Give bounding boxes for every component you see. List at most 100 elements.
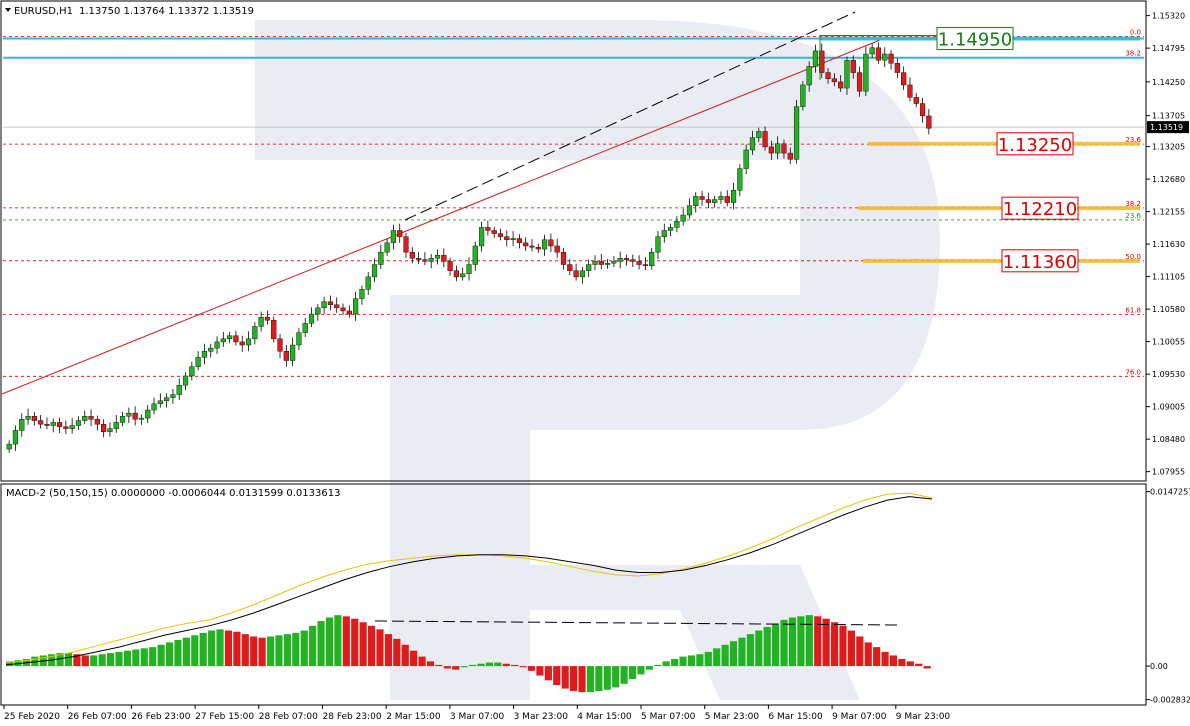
candle bbox=[359, 289, 365, 299]
candle bbox=[504, 236, 510, 240]
macd-histogram-bar bbox=[645, 666, 653, 670]
macd-histogram-bar bbox=[797, 616, 805, 667]
candle bbox=[686, 205, 693, 216]
candle bbox=[113, 422, 119, 429]
candle bbox=[365, 276, 371, 290]
macd-histogram-bar bbox=[115, 651, 123, 667]
time-tick-label: 9 Mar 07:00 bbox=[832, 712, 887, 722]
macd-histogram-bar bbox=[73, 654, 81, 667]
fib-label: 61.8 bbox=[1125, 306, 1141, 314]
macd-histogram-bar bbox=[856, 636, 864, 667]
candle bbox=[926, 115, 932, 129]
macd-histogram-bar bbox=[561, 666, 569, 689]
candle bbox=[516, 238, 522, 244]
macd-histogram-bar bbox=[107, 653, 115, 667]
macd-signal-line bbox=[5, 492, 933, 664]
candle bbox=[655, 236, 661, 253]
chevron-down-icon[interactable] bbox=[5, 8, 11, 12]
macd-histogram-bar bbox=[915, 663, 923, 667]
candle bbox=[888, 53, 894, 64]
candle bbox=[718, 196, 724, 200]
symbol-header: EURUSD,H1 bbox=[14, 6, 73, 17]
candle bbox=[661, 230, 667, 237]
macd-histogram-bar bbox=[519, 666, 527, 668]
candle bbox=[233, 335, 239, 343]
candle bbox=[409, 251, 415, 259]
macd-histogram-bar bbox=[477, 663, 485, 667]
macd-histogram-bar bbox=[367, 625, 376, 667]
price-tick-label: 1.12680 bbox=[1152, 175, 1185, 184]
candle bbox=[434, 255, 441, 259]
candle bbox=[756, 131, 762, 138]
macd-histogram-bar bbox=[376, 629, 384, 667]
candle bbox=[220, 338, 226, 343]
time-tick-label: 6 Mar 15:00 bbox=[768, 712, 823, 722]
channel-line bbox=[404, 11, 856, 221]
macd-histogram-bar bbox=[578, 666, 586, 693]
trend-line bbox=[1, 39, 881, 395]
price-tick-label: 1.14250 bbox=[1152, 78, 1185, 87]
price-callout-box bbox=[1001, 196, 1079, 220]
time-tick-label: 4 Mar 15:00 bbox=[577, 712, 632, 722]
candle bbox=[617, 258, 623, 262]
candle bbox=[290, 344, 296, 361]
price-tick-label: 1.09005 bbox=[1152, 403, 1185, 412]
macd-histogram-bar bbox=[241, 634, 249, 667]
macd-main-line bbox=[5, 496, 933, 666]
candle bbox=[579, 270, 585, 278]
candle bbox=[699, 196, 705, 200]
macd-histogram-bar bbox=[292, 632, 300, 667]
candle bbox=[346, 310, 352, 315]
candle bbox=[101, 424, 107, 432]
fib-label: 38.2 bbox=[1125, 50, 1141, 58]
fib-label: 50.0 bbox=[1125, 253, 1141, 261]
candle bbox=[724, 196, 730, 203]
macd-histogram-bar bbox=[637, 666, 645, 675]
candle bbox=[844, 60, 850, 89]
candle bbox=[768, 146, 774, 154]
macd-histogram-bar bbox=[763, 626, 771, 667]
price-callout-box bbox=[996, 132, 1074, 156]
macd-histogram-bar bbox=[527, 666, 536, 671]
macd-histogram-bar bbox=[620, 666, 628, 684]
macd-histogram-bar bbox=[81, 655, 89, 667]
candle bbox=[88, 416, 94, 420]
price-tick-label: 1.15320 bbox=[1152, 12, 1185, 21]
candle bbox=[283, 351, 289, 361]
fib-label: 23.6 bbox=[1125, 212, 1141, 220]
macd-histogram-bar bbox=[679, 656, 687, 667]
candle bbox=[491, 230, 497, 234]
macd-histogram-bar bbox=[309, 625, 317, 667]
macd-histogram-bar bbox=[283, 634, 291, 667]
macd-panel bbox=[0, 483, 1147, 706]
macd-histogram-bar bbox=[98, 654, 106, 667]
candle bbox=[466, 264, 472, 275]
macd-histogram-bar bbox=[595, 666, 603, 691]
candle bbox=[535, 246, 541, 250]
time-tick-label: 27 Feb 15:00 bbox=[195, 712, 254, 722]
macd-histogram-bar bbox=[401, 644, 409, 667]
candle bbox=[50, 422, 56, 426]
macd-histogram-bar bbox=[418, 656, 426, 667]
macd-histogram-bar bbox=[56, 653, 64, 667]
price-callout-text: 1.14950 bbox=[938, 30, 1012, 51]
macd-histogram-bar bbox=[502, 663, 510, 667]
candle bbox=[403, 236, 409, 253]
candle bbox=[567, 264, 573, 271]
candle bbox=[919, 103, 926, 117]
current-price-label: 1.13519 bbox=[1150, 123, 1183, 132]
candle bbox=[214, 341, 220, 349]
candle bbox=[901, 72, 907, 86]
candle bbox=[850, 60, 856, 73]
macd-histogram-bar bbox=[485, 662, 493, 667]
macd-histogram-bar bbox=[224, 630, 233, 667]
macd-histogram-bar bbox=[847, 630, 855, 667]
candle bbox=[277, 338, 283, 352]
candle bbox=[227, 335, 233, 340]
candle bbox=[793, 106, 800, 160]
candle bbox=[674, 220, 680, 228]
price-tick-label: 1.11630 bbox=[1152, 240, 1185, 249]
price-panel bbox=[0, 0, 1147, 482]
candle bbox=[479, 227, 485, 247]
macd-histogram-bar bbox=[586, 666, 595, 693]
